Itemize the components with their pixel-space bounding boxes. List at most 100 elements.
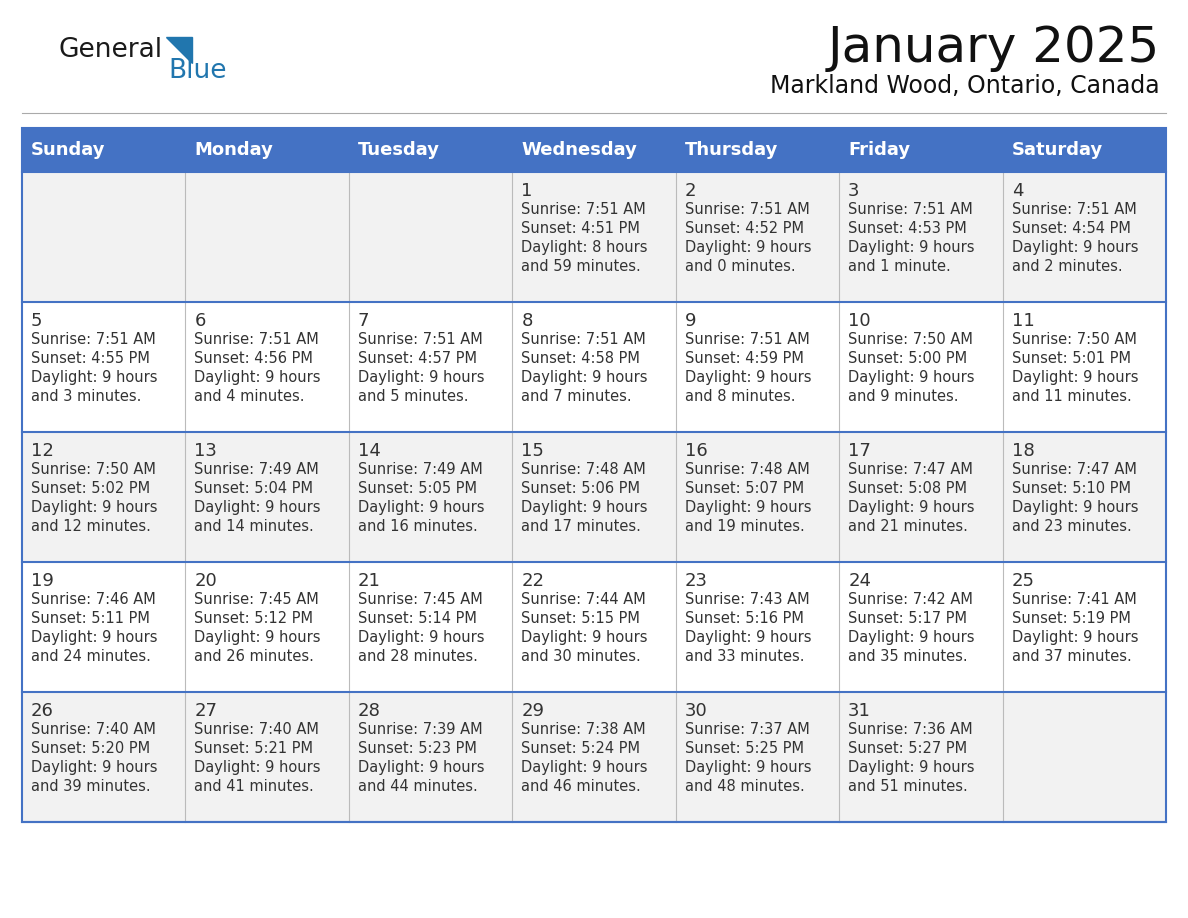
Text: and 19 minutes.: and 19 minutes. [684,519,804,534]
Text: Daylight: 9 hours: Daylight: 9 hours [1011,630,1138,645]
Text: Sunset: 5:04 PM: Sunset: 5:04 PM [195,481,314,496]
Text: Sunset: 5:21 PM: Sunset: 5:21 PM [195,741,314,756]
Text: 24: 24 [848,572,871,590]
Text: Sunset: 5:25 PM: Sunset: 5:25 PM [684,741,804,756]
Text: 14: 14 [358,442,380,460]
Text: and 14 minutes.: and 14 minutes. [195,519,314,534]
Text: Sunrise: 7:48 AM: Sunrise: 7:48 AM [684,462,809,477]
Text: Thursday: Thursday [684,141,778,159]
Text: Sunset: 5:23 PM: Sunset: 5:23 PM [358,741,476,756]
Bar [23,128,1165,172]
Text: Sunrise: 7:47 AM: Sunrise: 7:47 AM [848,462,973,477]
Text: 12: 12 [31,442,53,460]
Text: Daylight: 9 hours: Daylight: 9 hours [522,630,647,645]
Text: Daylight: 9 hours: Daylight: 9 hours [358,370,485,385]
Text: and 39 minutes.: and 39 minutes. [31,779,151,794]
Text: Daylight: 9 hours: Daylight: 9 hours [848,630,974,645]
Text: Sunrise: 7:50 AM: Sunrise: 7:50 AM [1011,332,1137,347]
Text: Sunrise: 7:50 AM: Sunrise: 7:50 AM [31,462,156,477]
Text: Daylight: 9 hours: Daylight: 9 hours [358,760,485,775]
Text: and 9 minutes.: and 9 minutes. [848,389,959,404]
Text: 26: 26 [31,702,53,720]
Text: General: General [58,37,162,63]
Text: Sunrise: 7:51 AM: Sunrise: 7:51 AM [522,202,646,217]
Text: Daylight: 9 hours: Daylight: 9 hours [195,760,321,775]
Text: Sunset: 5:19 PM: Sunset: 5:19 PM [1011,611,1131,626]
Text: Daylight: 9 hours: Daylight: 9 hours [848,370,974,385]
Text: Daylight: 9 hours: Daylight: 9 hours [848,760,974,775]
Bar [23,172,1165,302]
Text: and 12 minutes.: and 12 minutes. [31,519,151,534]
Text: Sunrise: 7:44 AM: Sunrise: 7:44 AM [522,592,646,607]
Text: Sunrise: 7:51 AM: Sunrise: 7:51 AM [684,332,809,347]
Text: Sunrise: 7:45 AM: Sunrise: 7:45 AM [358,592,482,607]
Text: Sunrise: 7:49 AM: Sunrise: 7:49 AM [195,462,320,477]
Text: Sunrise: 7:51 AM: Sunrise: 7:51 AM [848,202,973,217]
Polygon shape [166,37,192,63]
Text: Sunset: 5:24 PM: Sunset: 5:24 PM [522,741,640,756]
Text: 8: 8 [522,312,532,330]
Text: Daylight: 9 hours: Daylight: 9 hours [684,760,811,775]
Bar [23,562,1165,692]
Text: Sunset: 5:11 PM: Sunset: 5:11 PM [31,611,150,626]
Text: 16: 16 [684,442,708,460]
Text: Sunset: 4:54 PM: Sunset: 4:54 PM [1011,221,1131,236]
Text: and 44 minutes.: and 44 minutes. [358,779,478,794]
Text: Sunset: 5:27 PM: Sunset: 5:27 PM [848,741,967,756]
Text: Sunset: 5:02 PM: Sunset: 5:02 PM [31,481,150,496]
Text: Daylight: 9 hours: Daylight: 9 hours [1011,240,1138,255]
Text: Daylight: 9 hours: Daylight: 9 hours [358,500,485,515]
Text: Sunset: 4:57 PM: Sunset: 4:57 PM [358,351,476,366]
Text: Sunset: 4:52 PM: Sunset: 4:52 PM [684,221,804,236]
Text: Daylight: 9 hours: Daylight: 9 hours [684,500,811,515]
Text: and 37 minutes.: and 37 minutes. [1011,649,1131,664]
Text: and 23 minutes.: and 23 minutes. [1011,519,1131,534]
Text: Sunset: 5:20 PM: Sunset: 5:20 PM [31,741,150,756]
Text: and 3 minutes.: and 3 minutes. [31,389,141,404]
Text: Sunset: 5:00 PM: Sunset: 5:00 PM [848,351,967,366]
Text: Sunset: 5:06 PM: Sunset: 5:06 PM [522,481,640,496]
Text: Daylight: 9 hours: Daylight: 9 hours [31,760,158,775]
Text: Sunset: 5:10 PM: Sunset: 5:10 PM [1011,481,1131,496]
Text: Blue: Blue [168,58,227,84]
Text: 25: 25 [1011,572,1035,590]
Text: Sunrise: 7:40 AM: Sunrise: 7:40 AM [195,722,320,737]
Text: 27: 27 [195,702,217,720]
Text: and 1 minute.: and 1 minute. [848,259,950,274]
Text: 15: 15 [522,442,544,460]
Text: Monday: Monday [195,141,273,159]
Text: and 46 minutes.: and 46 minutes. [522,779,642,794]
Text: Sunrise: 7:49 AM: Sunrise: 7:49 AM [358,462,482,477]
Text: Sunrise: 7:48 AM: Sunrise: 7:48 AM [522,462,646,477]
Text: Daylight: 9 hours: Daylight: 9 hours [684,630,811,645]
Text: Sunrise: 7:51 AM: Sunrise: 7:51 AM [31,332,156,347]
Text: 18: 18 [1011,442,1035,460]
Text: Daylight: 9 hours: Daylight: 9 hours [31,630,158,645]
Text: Sunset: 4:53 PM: Sunset: 4:53 PM [848,221,967,236]
Text: Daylight: 9 hours: Daylight: 9 hours [31,370,158,385]
Text: 3: 3 [848,182,860,200]
Text: 1: 1 [522,182,532,200]
Text: and 48 minutes.: and 48 minutes. [684,779,804,794]
Text: Sunset: 4:56 PM: Sunset: 4:56 PM [195,351,314,366]
Text: and 16 minutes.: and 16 minutes. [358,519,478,534]
Text: January 2025: January 2025 [828,24,1159,72]
Text: and 2 minutes.: and 2 minutes. [1011,259,1123,274]
Text: Daylight: 9 hours: Daylight: 9 hours [684,240,811,255]
Text: Sunset: 5:07 PM: Sunset: 5:07 PM [684,481,804,496]
Text: Sunrise: 7:37 AM: Sunrise: 7:37 AM [684,722,809,737]
Text: 28: 28 [358,702,380,720]
Text: Daylight: 9 hours: Daylight: 9 hours [31,500,158,515]
Text: Saturday: Saturday [1011,141,1102,159]
Text: 19: 19 [31,572,53,590]
Text: and 59 minutes.: and 59 minutes. [522,259,642,274]
Text: and 26 minutes.: and 26 minutes. [195,649,315,664]
Text: Sunrise: 7:51 AM: Sunrise: 7:51 AM [684,202,809,217]
Text: Sunset: 4:59 PM: Sunset: 4:59 PM [684,351,803,366]
Text: 11: 11 [1011,312,1035,330]
Text: Daylight: 9 hours: Daylight: 9 hours [195,630,321,645]
Text: and 24 minutes.: and 24 minutes. [31,649,151,664]
Text: Sunrise: 7:51 AM: Sunrise: 7:51 AM [195,332,320,347]
Text: 7: 7 [358,312,369,330]
Text: 30: 30 [684,702,708,720]
